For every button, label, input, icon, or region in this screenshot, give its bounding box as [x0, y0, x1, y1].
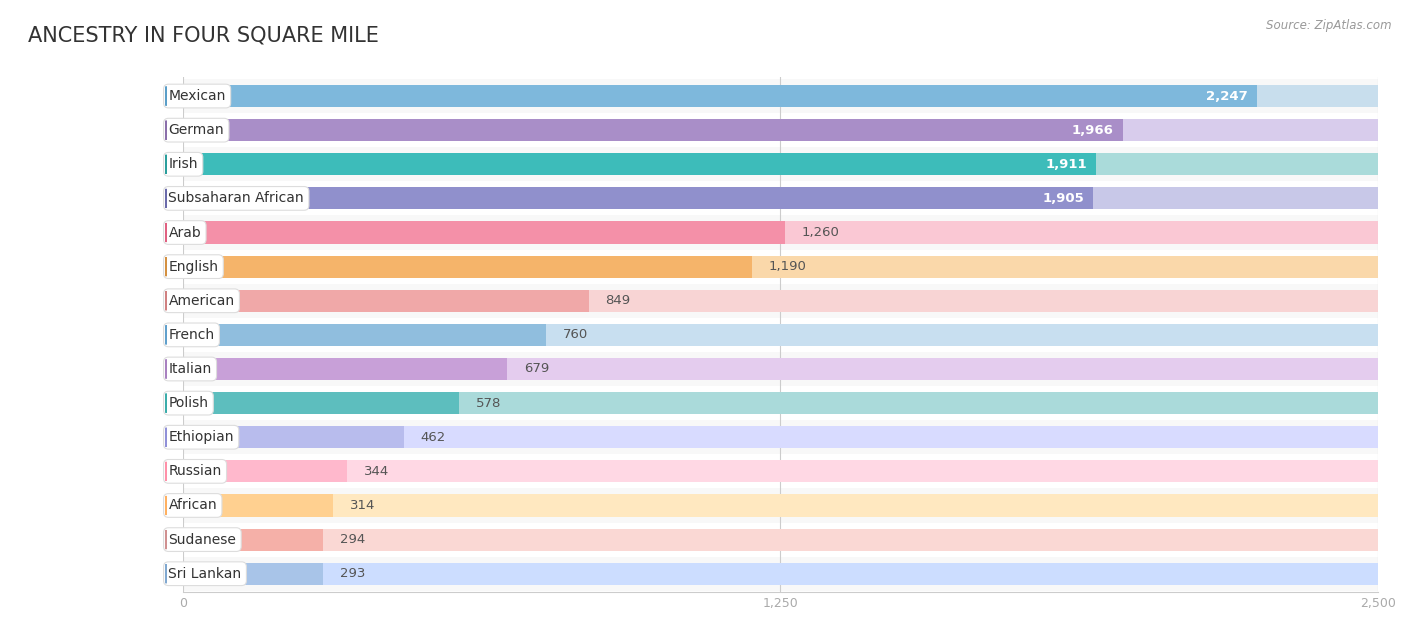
Text: 1,911: 1,911 [1045, 158, 1087, 171]
Text: Sudanese: Sudanese [169, 533, 236, 547]
Bar [183, 318, 1378, 352]
Bar [183, 324, 1378, 346]
Text: African: African [169, 498, 217, 513]
Bar [183, 113, 1378, 147]
Text: 849: 849 [606, 294, 630, 307]
Bar [183, 324, 546, 346]
Text: English: English [169, 260, 218, 274]
Text: 293: 293 [340, 567, 366, 580]
Text: 1,905: 1,905 [1042, 192, 1084, 205]
Text: 2,247: 2,247 [1205, 90, 1247, 102]
Bar [183, 222, 1378, 243]
Bar [183, 250, 1378, 284]
Text: French: French [169, 328, 215, 342]
Bar [183, 284, 1378, 318]
Bar [183, 187, 1094, 209]
Bar [183, 495, 333, 516]
Bar [183, 222, 785, 243]
Bar [183, 119, 1122, 141]
Bar [183, 182, 1378, 216]
Bar [183, 85, 1257, 107]
Bar [183, 85, 1378, 107]
Text: Subsaharan African: Subsaharan African [169, 191, 304, 205]
Bar [183, 119, 1378, 141]
Bar [183, 460, 1378, 482]
Bar [183, 529, 323, 551]
Bar [183, 556, 1378, 591]
Text: 344: 344 [364, 465, 389, 478]
Bar [183, 290, 589, 312]
Text: German: German [169, 123, 224, 137]
Bar [183, 358, 508, 380]
Bar [183, 358, 1378, 380]
Text: Mexican: Mexican [169, 89, 226, 103]
Bar [183, 187, 1378, 209]
Bar [183, 522, 1378, 556]
Bar [183, 386, 1378, 420]
Text: Polish: Polish [169, 396, 208, 410]
Bar [183, 495, 1378, 516]
Bar [183, 426, 404, 448]
Text: 679: 679 [524, 363, 550, 375]
Bar [183, 426, 1378, 448]
Text: 578: 578 [475, 397, 501, 410]
Text: Irish: Irish [169, 157, 198, 171]
Text: American: American [169, 294, 235, 308]
Bar [183, 153, 1378, 175]
Text: 294: 294 [340, 533, 366, 546]
Bar [183, 420, 1378, 454]
Bar [183, 529, 1378, 551]
Bar [183, 460, 347, 482]
Text: ANCESTRY IN FOUR SQUARE MILE: ANCESTRY IN FOUR SQUARE MILE [28, 26, 380, 46]
Bar [183, 216, 1378, 250]
Bar [183, 392, 460, 414]
Text: 314: 314 [350, 499, 375, 512]
Text: 1,260: 1,260 [801, 226, 839, 239]
Text: Sri Lankan: Sri Lankan [169, 567, 242, 581]
Text: Russian: Russian [169, 464, 222, 478]
Bar [183, 256, 1378, 278]
Text: Source: ZipAtlas.com: Source: ZipAtlas.com [1267, 19, 1392, 32]
Bar [183, 153, 1097, 175]
Bar [183, 563, 323, 585]
Text: 760: 760 [562, 328, 588, 341]
Bar [183, 290, 1378, 312]
Text: Ethiopian: Ethiopian [169, 430, 233, 444]
Bar [183, 147, 1378, 182]
Bar [183, 79, 1378, 113]
Bar [183, 352, 1378, 386]
Bar [183, 392, 1378, 414]
Bar [183, 454, 1378, 488]
Text: 1,190: 1,190 [768, 260, 806, 273]
Text: Arab: Arab [169, 225, 201, 240]
Bar [183, 256, 752, 278]
Text: 1,966: 1,966 [1071, 124, 1114, 137]
Bar [183, 563, 1378, 585]
Text: Italian: Italian [169, 362, 212, 376]
Text: 462: 462 [420, 431, 446, 444]
Bar [183, 488, 1378, 522]
